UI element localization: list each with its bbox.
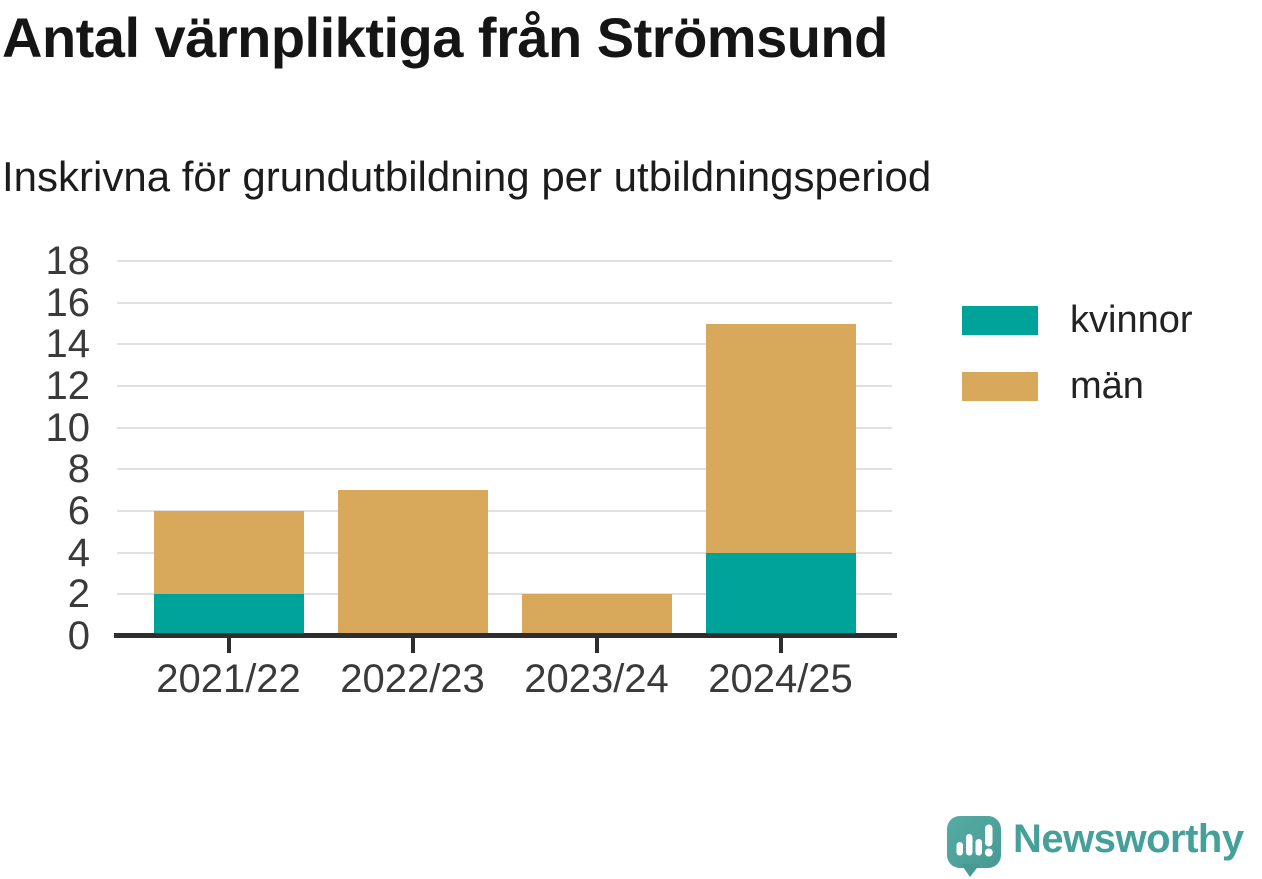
bar-2021/22 — [153, 511, 304, 636]
legend-swatch-kvinnor — [962, 305, 1038, 335]
newsworthy-logo-icon — [947, 816, 1001, 877]
x-tick-label: 2022/23 — [340, 657, 485, 701]
x-tick — [410, 638, 415, 653]
legend-item-kvinnor: kvinnor — [962, 301, 1193, 339]
y-tick-label: 16 — [45, 280, 91, 325]
legend-label: män — [1070, 365, 1144, 407]
x-tick-label: 2021/22 — [156, 657, 301, 701]
bar-segment-kvinnor — [153, 594, 304, 636]
bars-layer — [117, 261, 892, 636]
legend-swatch-män — [962, 371, 1038, 401]
bar-2022/23 — [337, 490, 488, 636]
gridline — [117, 593, 892, 596]
y-tick-label: 18 — [45, 239, 91, 283]
gridline — [117, 343, 892, 346]
gridline — [117, 468, 892, 471]
y-tick-label: 14 — [45, 322, 91, 367]
legend-item-män: män — [962, 367, 1193, 405]
bar-2024/25 — [705, 323, 856, 636]
x-tick-label: 2024/25 — [708, 657, 853, 701]
bar-segment-män — [153, 511, 304, 595]
y-tick-label: 0 — [67, 614, 90, 658]
legend-label: kvinnor — [1070, 299, 1193, 341]
brand-wordmark: Newsworthy — [1013, 817, 1244, 861]
gridline — [117, 301, 892, 304]
y-tick-label: 2 — [67, 572, 90, 617]
x-tick-label: 2023/24 — [524, 657, 669, 701]
y-tick-label: 8 — [67, 447, 90, 492]
gridline — [117, 510, 892, 512]
x-axis-line — [114, 633, 897, 638]
gridline — [117, 385, 892, 387]
y-axis: 0 2 4 6 8 10 12 14 16 18 — [0, 240, 91, 657]
chart-subtitle: Inskrivna för grundutbildning per utbild… — [2, 153, 932, 200]
y-tick-label: 10 — [45, 405, 91, 450]
bar-segment-män — [337, 490, 488, 636]
y-tick-label: 12 — [45, 364, 91, 408]
bar-segment-män — [521, 594, 672, 636]
x-tick — [226, 638, 231, 653]
gridline — [117, 551, 892, 554]
chart-title: Antal värnpliktiga från Strömsund — [2, 6, 888, 69]
gridline — [117, 426, 892, 429]
plot-area: 2021/22 2022/23 2023/24 2024/25 — [114, 260, 897, 701]
y-tick-label: 6 — [67, 489, 90, 533]
legend: kvinnor män — [962, 301, 1193, 433]
bar-2023/24 — [521, 594, 672, 636]
brand-footer: Newsworthy — [946, 815, 1244, 878]
bar-segment-män — [705, 323, 856, 553]
y-tick-label: 4 — [67, 530, 90, 575]
x-tick — [594, 638, 599, 653]
gridline — [117, 260, 892, 262]
x-tick — [778, 638, 783, 653]
bar-segment-kvinnor — [705, 552, 856, 636]
